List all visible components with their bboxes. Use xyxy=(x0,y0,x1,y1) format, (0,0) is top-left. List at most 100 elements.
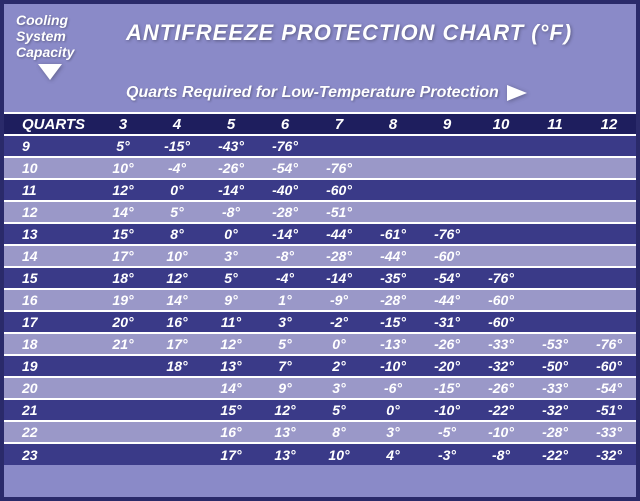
table-cell xyxy=(420,135,474,157)
table-cell: 5° xyxy=(312,399,366,421)
table-cell: 21° xyxy=(96,333,150,355)
table-cell: -51° xyxy=(582,399,636,421)
table-cell xyxy=(582,157,636,179)
table-cell: -33° xyxy=(474,333,528,355)
table-cell xyxy=(582,223,636,245)
table-cell: -32° xyxy=(582,443,636,465)
table-cell: 12° xyxy=(258,399,312,421)
table-cell: -13° xyxy=(366,333,420,355)
table-cell: 19° xyxy=(96,289,150,311)
table-cell: 8° xyxy=(312,421,366,443)
table-cell: -10° xyxy=(366,355,420,377)
table-cell: -51° xyxy=(312,201,366,223)
table-cell: 3° xyxy=(258,311,312,333)
column-header: 7 xyxy=(312,113,366,135)
table-row: 1112°0°-14°-40°-60° xyxy=(4,179,636,201)
table-cell: -28° xyxy=(312,245,366,267)
table-cell: -28° xyxy=(366,289,420,311)
chart-subtitle: Quarts Required for Low-Temperature Prot… xyxy=(126,80,624,108)
table-cell: -14° xyxy=(204,179,258,201)
table-cell: 17° xyxy=(96,245,150,267)
table-cell: 17° xyxy=(204,443,258,465)
table-row: 1010°-4°-26°-54°-76° xyxy=(4,157,636,179)
table-cell xyxy=(582,135,636,157)
table-cell: -15° xyxy=(420,377,474,399)
table-cell: 5° xyxy=(204,267,258,289)
table-cell: -61° xyxy=(366,223,420,245)
table-cell: 2° xyxy=(312,355,366,377)
table-cell: -15° xyxy=(150,135,204,157)
table-cell xyxy=(420,157,474,179)
table-cell: -32° xyxy=(474,355,528,377)
table-cell xyxy=(96,421,150,443)
table-cell: -76° xyxy=(582,333,636,355)
table-cell: -26° xyxy=(420,333,474,355)
table-row: 95°-15°-43°-76° xyxy=(4,135,636,157)
table-cell xyxy=(366,201,420,223)
table-cell: 12° xyxy=(204,333,258,355)
table-cell: -60° xyxy=(312,179,366,201)
table-row: 1720°16°11°3°-2°-15°-31°-60° xyxy=(4,311,636,333)
table-cell: 4° xyxy=(366,443,420,465)
table-cell xyxy=(420,179,474,201)
table-row: 1821°17°12°5°0°-13°-26°-33°-53°-76° xyxy=(4,333,636,355)
table-cell: -76° xyxy=(420,223,474,245)
table-cell xyxy=(528,179,582,201)
table-cell: 0° xyxy=(150,179,204,201)
table-cell: 14° xyxy=(96,201,150,223)
capacity-label: Cooling System Capacity xyxy=(16,12,126,60)
row-label: 17 xyxy=(4,311,96,333)
arrow-right-icon xyxy=(507,85,527,101)
table-cell xyxy=(528,135,582,157)
table-cell: -54° xyxy=(582,377,636,399)
table-cell: -60° xyxy=(474,311,528,333)
table-cell xyxy=(150,377,204,399)
table-cell: -14° xyxy=(312,267,366,289)
table-cell xyxy=(582,311,636,333)
table-cell: 8° xyxy=(150,223,204,245)
capacity-label-line: Capacity xyxy=(16,44,126,60)
table-cell xyxy=(582,289,636,311)
chart-title: ANTIFREEZE PROTECTION CHART (°F) xyxy=(126,20,624,46)
table-cell xyxy=(474,179,528,201)
table-cell: 7° xyxy=(258,355,312,377)
table-header-row: QUARTS3456789101112 xyxy=(4,113,636,135)
row-label: 21 xyxy=(4,399,96,421)
table-cell: 0° xyxy=(204,223,258,245)
row-label: 12 xyxy=(4,201,96,223)
table-cell: 15° xyxy=(96,223,150,245)
row-label: 13 xyxy=(4,223,96,245)
table-cell: -8° xyxy=(474,443,528,465)
table-cell: -4° xyxy=(150,157,204,179)
table-cell: 13° xyxy=(258,443,312,465)
table-row: 1417°10°3°-8°-28°-44°-60° xyxy=(4,245,636,267)
column-header: 9 xyxy=(420,113,474,135)
column-header: 3 xyxy=(96,113,150,135)
table-cell xyxy=(528,223,582,245)
row-label: 10 xyxy=(4,157,96,179)
table-cell: 13° xyxy=(258,421,312,443)
table-cell: -6° xyxy=(366,377,420,399)
table-cell: 0° xyxy=(366,399,420,421)
table-cell xyxy=(474,245,528,267)
row-label: 18 xyxy=(4,333,96,355)
table-cell: -60° xyxy=(582,355,636,377)
table-cell: 20° xyxy=(96,311,150,333)
table-cell xyxy=(96,443,150,465)
table-cell: -22° xyxy=(528,443,582,465)
table-cell xyxy=(96,399,150,421)
table-cell xyxy=(582,245,636,267)
table-cell: -76° xyxy=(312,157,366,179)
table-cell: -43° xyxy=(204,135,258,157)
table-cell xyxy=(474,223,528,245)
table-cell: 12° xyxy=(96,179,150,201)
column-header: 4 xyxy=(150,113,204,135)
table-row: 1518°12°5°-4°-14°-35°-54°-76° xyxy=(4,267,636,289)
table-cell: -32° xyxy=(528,399,582,421)
table-cell xyxy=(474,135,528,157)
table-cell: -26° xyxy=(204,157,258,179)
table-cell xyxy=(528,311,582,333)
table-cell: 16° xyxy=(150,311,204,333)
table-cell xyxy=(528,157,582,179)
chart-header: Cooling System Capacity ANTIFREEZE PROTE… xyxy=(4,4,636,112)
